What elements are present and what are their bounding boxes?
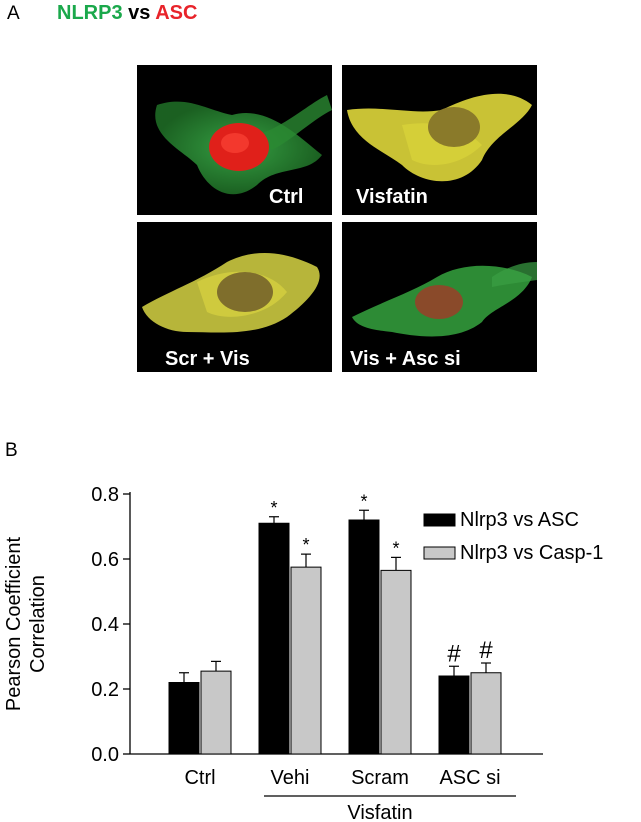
annotation-mark: * xyxy=(302,535,309,555)
annotation-mark: * xyxy=(270,498,277,518)
micrograph-label-scr-vis: Scr + Vis xyxy=(165,348,250,370)
bar-chart: Pearson Coefficient Correlation 0.0 0.2 0.… xyxy=(3,484,603,822)
bar-nlrp3-asc-2 xyxy=(348,519,380,755)
bar-nlrp3-casp1-1 xyxy=(290,566,322,755)
annotation-mark: * xyxy=(392,538,399,558)
bar-nlrp3-casp1-3 xyxy=(470,672,502,755)
panel-a-label: A xyxy=(7,3,20,24)
bar-nlrp3-asc-3 xyxy=(438,675,470,755)
y-axis-label-line2: Correlation xyxy=(27,575,49,673)
annotation-mark: # xyxy=(479,637,493,664)
title-nlrp3: NLRP3 xyxy=(57,2,123,24)
micrograph-ctrl: Ctrl xyxy=(137,65,332,215)
micrograph-label-vis-asc-si: Vis + Asc si xyxy=(350,348,461,370)
y-axis-label: Pearson Coefficient Correlation xyxy=(3,536,49,711)
legend-swatch xyxy=(423,513,456,527)
title-vs: vs xyxy=(128,2,151,24)
micrograph-scr-vis: Scr + Vis xyxy=(137,222,332,372)
legend-label: Nlrp3 vs Casp-1 xyxy=(460,542,603,564)
y-tick-label: 0.2 xyxy=(91,679,119,701)
annotation-mark: # xyxy=(447,640,461,667)
group-label: Visfatin xyxy=(347,802,412,822)
bar-nlrp3-asc-1 xyxy=(258,522,290,755)
panel-b-label: B xyxy=(5,440,18,461)
title-asc: ASC xyxy=(155,2,198,24)
y-tick-label: 0.8 xyxy=(91,484,119,506)
x-tick-label: Ctrl xyxy=(184,767,215,789)
legend-swatch xyxy=(423,546,456,560)
y-tick-label: 0.6 xyxy=(91,549,119,571)
bar-nlrp3-asc-0 xyxy=(168,682,200,755)
y-axis-label-line1: Pearson Coefficient xyxy=(3,536,25,711)
x-tick-label: ASC si xyxy=(439,767,500,789)
bar-nlrp3-casp1-0 xyxy=(200,670,232,755)
y-tick-label: 0.4 xyxy=(91,614,119,636)
micrograph-visfatin: Visfatin xyxy=(342,65,537,215)
legend-label: Nlrp3 vs ASC xyxy=(460,509,579,531)
y-tick-label: 0.0 xyxy=(91,744,119,766)
micrograph-label-visfatin: Visfatin xyxy=(356,186,428,208)
annotation-mark: * xyxy=(360,491,367,511)
bar-nlrp3-casp1-2 xyxy=(380,569,412,755)
micrograph-label-ctrl: Ctrl xyxy=(269,186,304,208)
x-tick-label: Scram xyxy=(351,767,409,789)
x-tick-label: Vehi xyxy=(271,767,310,789)
micrograph-vis-asc-si: Vis + Asc si xyxy=(342,222,537,372)
figure-title: NLRP3 vs ASC xyxy=(57,2,197,25)
